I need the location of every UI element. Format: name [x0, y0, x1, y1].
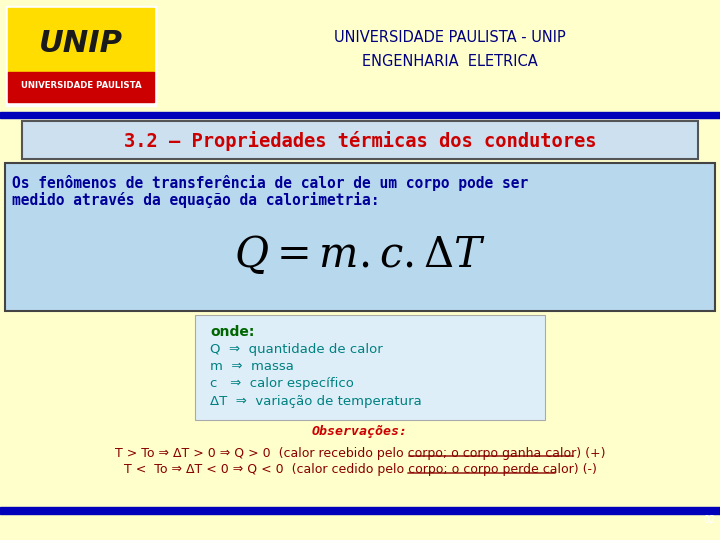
Text: 3.2 – Propriedades térmicas dos condutores: 3.2 – Propriedades térmicas dos condutor… [124, 131, 596, 151]
Text: onde:: onde: [210, 325, 254, 339]
Bar [6, 6, 156, 106]
Text: Os fenômenos de transferência de calor de um corpo pode ser: Os fenômenos de transferência de calor d… [12, 175, 528, 191]
Text: UNIVERSIDADE PAULISTA: UNIVERSIDADE PAULISTA [21, 80, 141, 90]
Bar [8, 72, 154, 102]
Text: Q  ⇒  quantidade de calor: Q ⇒ quantidade de calor [210, 343, 383, 356]
Bar [0, 507, 720, 514]
Bar [0, 112, 720, 118]
Text: Observações:: Observações: [312, 426, 408, 438]
Text: T > To ⇒ ΔT > 0 ⇒ Q > 0  (calor recebido pelo corpo; o corpo ganha calor) (+): T > To ⇒ ΔT > 0 ⇒ Q > 0 (calor recebido … [114, 447, 606, 460]
Text: UNIVERSIDADE PAULISTA - UNIP: UNIVERSIDADE PAULISTA - UNIP [334, 30, 566, 45]
Text: UNIP: UNIP [39, 29, 123, 57]
Text: $Q = m.c.\Delta T$: $Q = m.c.\Delta T$ [234, 233, 486, 276]
Text: 02: 02 [704, 515, 716, 525]
Text: c   ⇒  calor específico: c ⇒ calor específico [210, 377, 354, 390]
FancyBboxPatch shape [5, 163, 715, 311]
FancyBboxPatch shape [22, 121, 698, 159]
Text: medido através da equação da calorimetria:: medido através da equação da calorimetri… [12, 192, 379, 208]
Text: T <  To ⇒ ΔT < 0 ⇒ Q < 0  (calor cedido pelo corpo; o corpo perde calor) (-): T < To ⇒ ΔT < 0 ⇒ Q < 0 (calor cedido pe… [124, 463, 596, 476]
Text: ENGENHARIA  ELETRICA: ENGENHARIA ELETRICA [362, 55, 538, 70]
FancyBboxPatch shape [195, 315, 545, 420]
Bar [8, 8, 154, 74]
Text: ΔT  ⇒  variação de temperatura: ΔT ⇒ variação de temperatura [210, 395, 422, 408]
Text: m  ⇒  massa: m ⇒ massa [210, 361, 294, 374]
